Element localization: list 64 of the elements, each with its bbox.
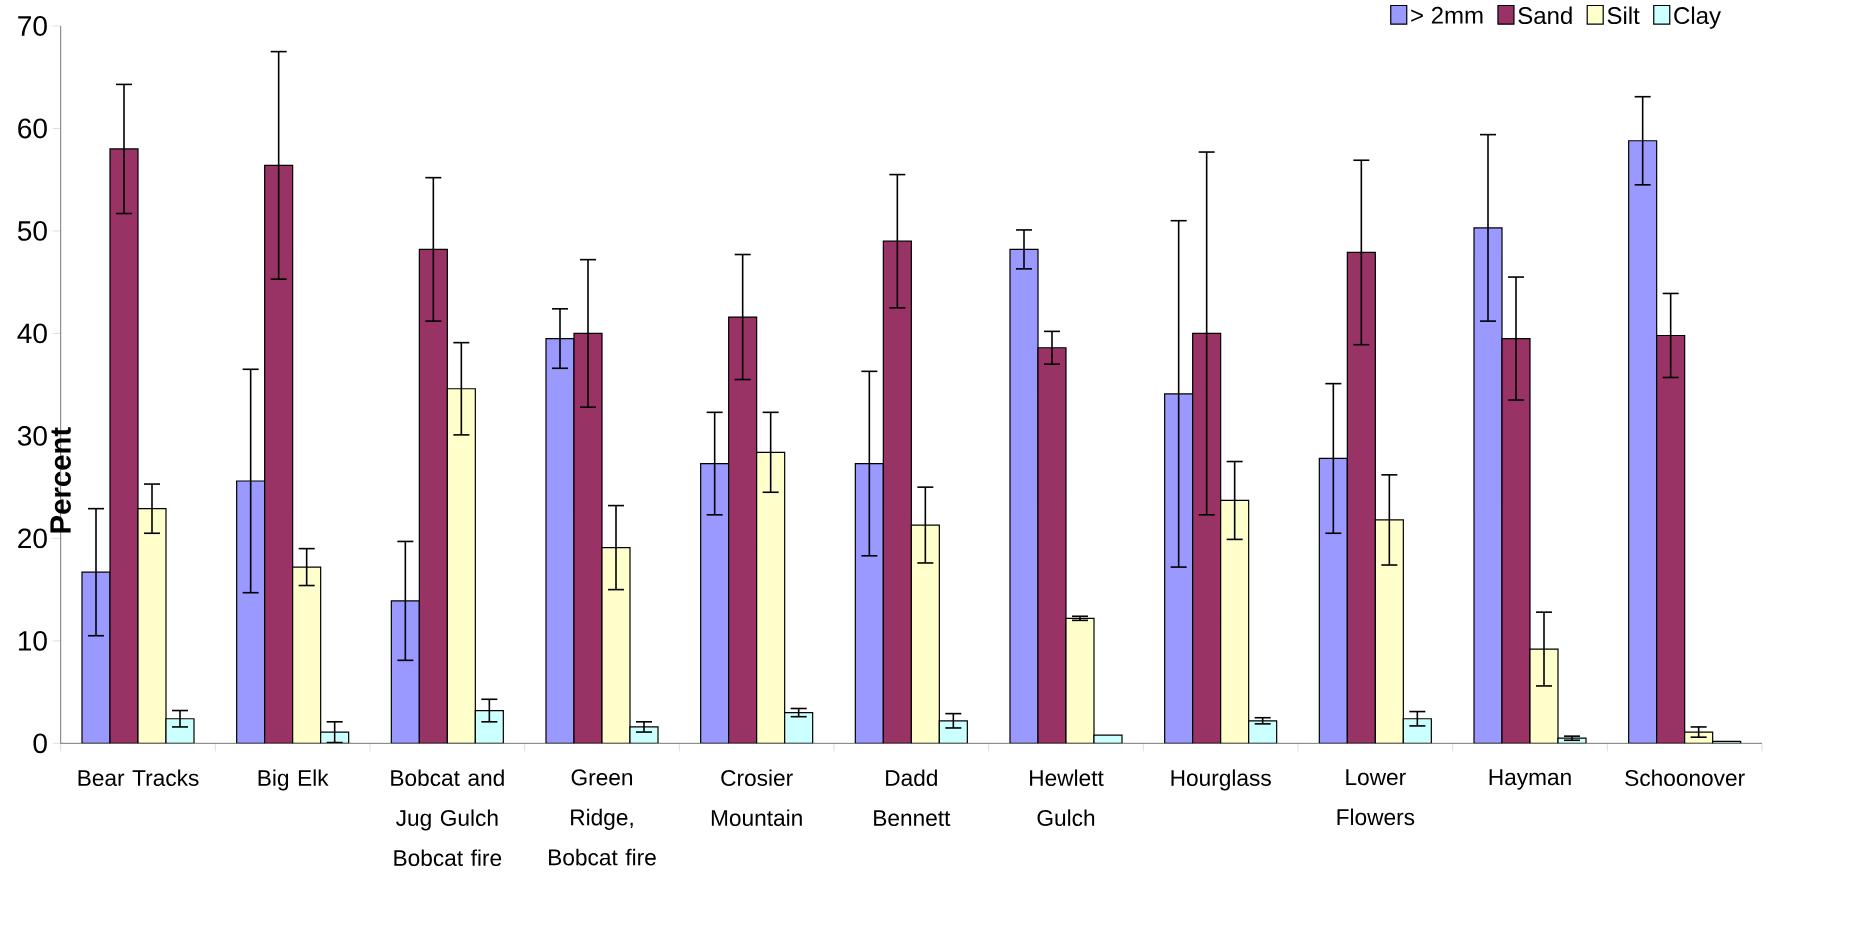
bar [756,451,786,744]
bar [1009,248,1039,744]
bar [264,164,294,744]
x-tick-label: Lower Flowers [1337,769,1415,826]
x-tick-label: Schoonover [1625,769,1745,787]
bar [1164,393,1194,744]
x-tick-label: Hourglass [1171,769,1271,791]
bar [700,462,730,744]
x-tick-label: Bear Tracks [78,769,199,787]
bar [1402,718,1432,744]
bar [1529,648,1559,744]
x-tick-label: Bobcat and Jug Gulch Bobcat fire [391,769,504,867]
y-axis-title: Percent [50,427,71,533]
bar [1192,332,1222,744]
x-tick-label: Green Ridge, Bobcat fire [549,769,656,866]
bar [1473,227,1503,744]
bar [109,148,139,744]
bar [854,462,884,744]
bar [1501,337,1531,744]
bar [629,726,659,744]
legend-label: > 2mm [1411,6,1483,24]
bar [784,711,814,744]
bar [292,566,322,744]
y-tick-label: 10 [18,630,47,651]
y-tick-label: 60 [18,118,47,139]
bar [165,718,195,744]
bar [1374,519,1404,744]
legend-label: Clay [1674,6,1721,29]
bar [1220,499,1250,744]
bar [418,248,448,744]
bar [390,600,420,744]
y-tick-label: 70 [18,16,47,36]
y-tick-label: 0 [33,733,47,754]
bar [1037,347,1067,744]
bar [882,240,912,744]
y-tick-label: 30 [17,425,47,446]
bar [81,571,111,744]
bar [545,337,575,744]
bar [938,720,968,744]
bar [1628,140,1658,744]
bar [601,547,631,744]
x-tick-label: Big Elk [258,769,329,791]
bar [236,480,266,744]
legend-label: Sand [1518,6,1572,25]
bar [573,332,603,744]
y-tick-label: 40 [17,323,47,344]
bar [728,316,758,744]
bar [446,388,476,744]
x-tick-label: Hayman [1489,769,1571,790]
bar [1684,731,1714,744]
bar [910,524,940,744]
bar [474,709,504,744]
x-tick-label: Dadd Bennett [874,769,951,827]
bar [1248,720,1278,744]
bar [137,508,167,744]
x-tick-label: Crosier Mountain [711,769,802,827]
y-tick-label: 20 [18,528,47,549]
bar [1346,251,1376,744]
bar [1656,334,1686,744]
bar [1318,457,1348,744]
legend-label: Silt [1607,6,1640,25]
x-tick-label: Hewlett Gulch [1030,769,1104,827]
y-tick-label: 50 [17,221,47,241]
bar [1065,617,1095,744]
